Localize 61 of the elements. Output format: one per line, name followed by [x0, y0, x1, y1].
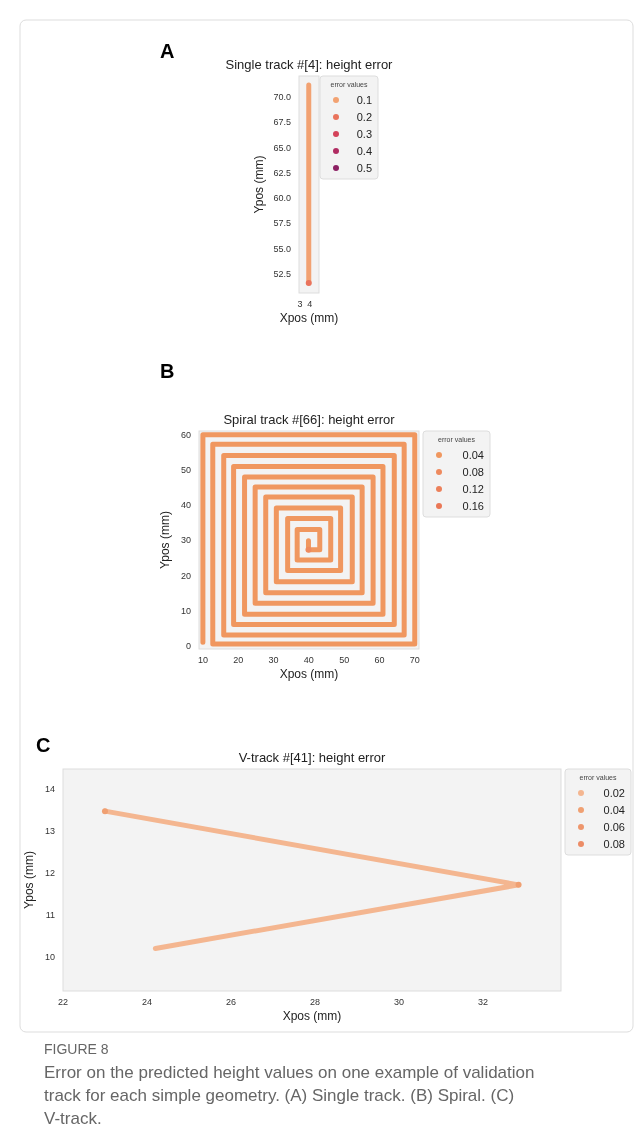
legend-label: 0.12	[462, 483, 484, 495]
x-tick-label: 24	[141, 997, 152, 1007]
y-axis-title: Ypos (mm)	[22, 851, 36, 909]
legend-label: 0.2	[356, 111, 372, 123]
text: Error on the predicted height values on one example of validation track for each simple geometry. (A) Single track. (B) Spiral. (C) V-track.	[44, 1063, 535, 1128]
legend-label: 0.16	[462, 500, 484, 512]
x-tick-label: 60	[374, 655, 385, 665]
y-tick-label: 65.0	[273, 142, 291, 153]
y-tick-label: 40	[180, 500, 191, 511]
x-tick-label: 26	[225, 997, 236, 1007]
x-axis-title: Xpos (mm)	[279, 667, 339, 681]
y-tick-label: 14	[44, 783, 55, 794]
x-tick-label: 3	[297, 299, 303, 309]
legend-label: 0.08	[462, 466, 484, 478]
legend-label: 0.04	[603, 804, 625, 816]
y-tick-label: 67.5	[273, 117, 291, 128]
caption: FIGURE 8	[44, 1041, 109, 1057]
legend-label: 0.1	[356, 94, 372, 106]
text: C	[36, 734, 51, 756]
x-tick-label: 40	[303, 655, 314, 665]
legend-label: 0.08	[603, 838, 625, 850]
text: A	[160, 40, 175, 62]
x-axis-title: Xpos (mm)	[279, 311, 339, 325]
y-tick-label: 70.0	[273, 92, 291, 103]
x-tick-label: 28	[309, 997, 320, 1007]
x-tick-label: 30	[393, 997, 404, 1007]
legend-label: 0.5	[356, 162, 372, 174]
legend-label: 0.06	[603, 821, 625, 833]
y-tick-label: 50	[180, 465, 191, 476]
chart-title: V-track #[41]: height error	[238, 750, 387, 765]
x-axis-title: Xpos (mm)	[282, 1009, 342, 1023]
chart-title: Single track #[4]: height error	[225, 57, 394, 72]
x-tick-label: 20	[233, 655, 244, 665]
chart-title: Spiral track #[66]: height error	[223, 412, 396, 427]
text: B	[160, 360, 175, 382]
y-tick-label: 12	[44, 868, 55, 879]
legend-label: 0.02	[603, 787, 625, 799]
y-tick-label: 20	[180, 570, 191, 581]
y-tick-label: 62.5	[273, 167, 291, 178]
y-tick-label: 10	[44, 952, 55, 963]
y-tick-label: 52.5	[273, 268, 291, 279]
legend-label: 0.3	[356, 128, 372, 140]
y-tick-label: 30	[180, 535, 191, 546]
y-tick-label: 0	[185, 640, 191, 651]
x-tick-label: 22	[57, 997, 69, 1007]
x-tick-label: 70	[409, 655, 420, 665]
x-tick-label: 10	[197, 655, 208, 665]
y-tick-label: 11	[45, 910, 55, 921]
x-tick-label: 32	[477, 997, 488, 1007]
y-tick-label: 60	[180, 429, 191, 440]
legend-label: 0.04	[462, 449, 484, 461]
y-tick-label: 57.5	[273, 218, 291, 229]
y-tick-label: 60.0	[273, 193, 291, 204]
x-tick-label: 4	[307, 299, 313, 309]
x-tick-label: 50	[339, 655, 350, 665]
legend-label: 0.4	[356, 145, 372, 157]
y-tick-label: 10	[180, 605, 191, 616]
y-tick-label: 55.0	[273, 243, 291, 254]
y-axis-title: Ypos (mm)	[252, 155, 266, 214]
y-tick-label: 13	[44, 825, 55, 836]
y-axis-title: Ypos (mm)	[158, 511, 172, 569]
